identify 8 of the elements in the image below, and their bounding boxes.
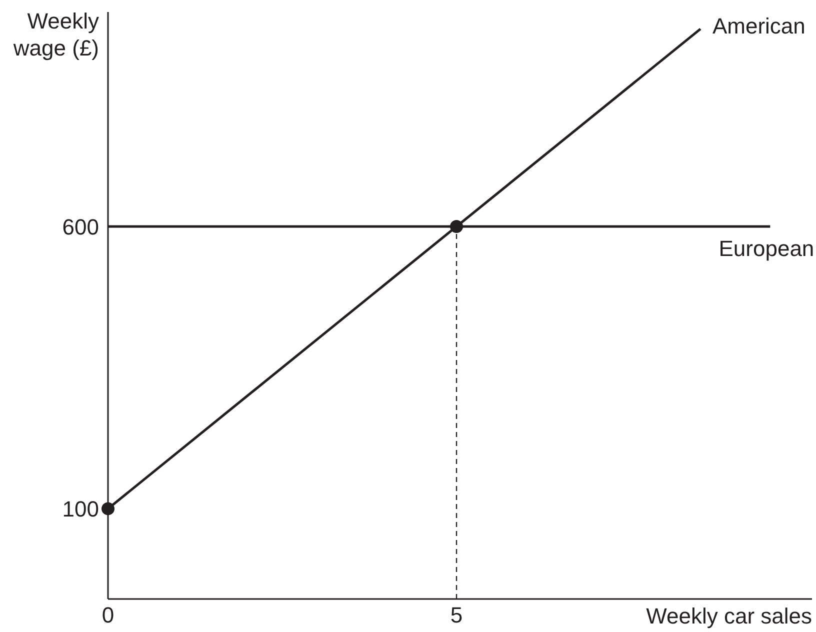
y-tick-label: 100 bbox=[62, 496, 99, 522]
x-axis-title: Weekly car sales bbox=[646, 604, 812, 628]
x-tick-label: 0 bbox=[102, 602, 114, 628]
y-tick-label: 600 bbox=[62, 214, 99, 240]
x-tick-label: 5 bbox=[450, 602, 463, 628]
series-label: American bbox=[712, 13, 806, 38]
series-label: European bbox=[718, 236, 814, 261]
y-axis-title: Weekly wage (£) bbox=[12, 8, 99, 61]
